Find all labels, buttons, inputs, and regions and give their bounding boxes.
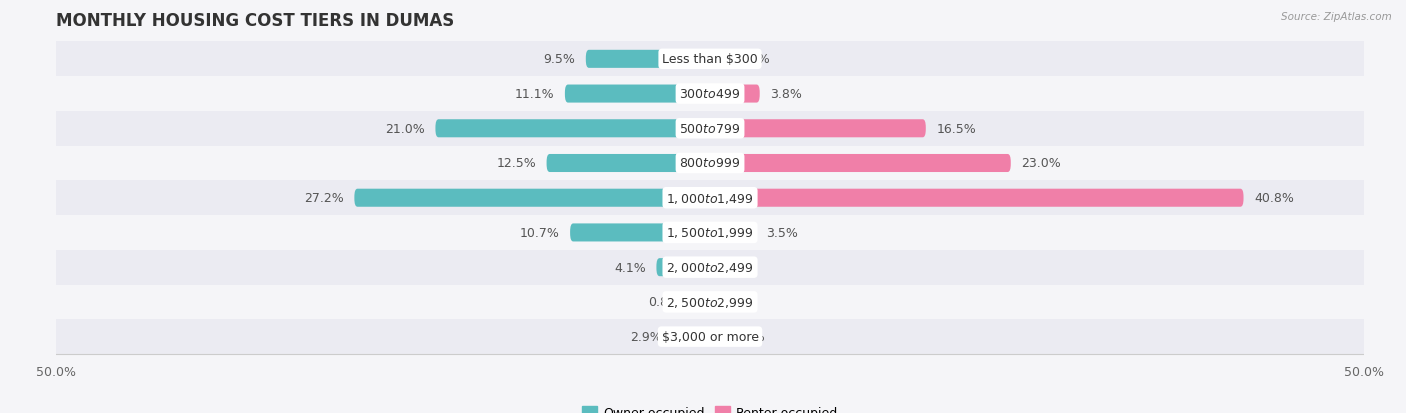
Text: MONTHLY HOUSING COST TIERS IN DUMAS: MONTHLY HOUSING COST TIERS IN DUMAS bbox=[56, 12, 454, 30]
FancyBboxPatch shape bbox=[547, 154, 710, 173]
Bar bbox=[56, 285, 1364, 320]
FancyBboxPatch shape bbox=[710, 85, 759, 103]
Text: 3.5%: 3.5% bbox=[766, 226, 799, 240]
Text: 16.5%: 16.5% bbox=[936, 123, 976, 135]
Text: 21.0%: 21.0% bbox=[385, 123, 425, 135]
Bar bbox=[56, 250, 1364, 285]
Text: 23.0%: 23.0% bbox=[1021, 157, 1062, 170]
Text: Less than $300: Less than $300 bbox=[662, 53, 758, 66]
FancyBboxPatch shape bbox=[710, 51, 728, 69]
Bar bbox=[56, 181, 1364, 216]
FancyBboxPatch shape bbox=[710, 328, 714, 346]
Text: $1,500 to $1,999: $1,500 to $1,999 bbox=[666, 226, 754, 240]
Text: $2,500 to $2,999: $2,500 to $2,999 bbox=[666, 295, 754, 309]
Bar bbox=[56, 320, 1364, 354]
Text: $2,000 to $2,499: $2,000 to $2,499 bbox=[666, 261, 754, 275]
Text: 0.33%: 0.33% bbox=[725, 330, 765, 343]
FancyBboxPatch shape bbox=[710, 224, 756, 242]
Text: 4.1%: 4.1% bbox=[614, 261, 645, 274]
Text: $3,000 or more: $3,000 or more bbox=[662, 330, 758, 343]
FancyBboxPatch shape bbox=[586, 51, 710, 69]
Text: 0.0%: 0.0% bbox=[720, 296, 752, 309]
Text: 3.8%: 3.8% bbox=[770, 88, 801, 101]
Bar bbox=[56, 43, 1364, 77]
Text: $800 to $999: $800 to $999 bbox=[679, 157, 741, 170]
Text: $1,000 to $1,499: $1,000 to $1,499 bbox=[666, 191, 754, 205]
FancyBboxPatch shape bbox=[565, 85, 710, 103]
FancyBboxPatch shape bbox=[710, 189, 1243, 207]
Text: 10.7%: 10.7% bbox=[520, 226, 560, 240]
FancyBboxPatch shape bbox=[710, 120, 925, 138]
FancyBboxPatch shape bbox=[657, 259, 710, 277]
Text: $500 to $799: $500 to $799 bbox=[679, 123, 741, 135]
Text: 12.5%: 12.5% bbox=[496, 157, 536, 170]
Text: 0.0%: 0.0% bbox=[720, 261, 752, 274]
Text: $300 to $499: $300 to $499 bbox=[679, 88, 741, 101]
Bar bbox=[56, 112, 1364, 146]
Bar bbox=[56, 146, 1364, 181]
Text: 9.5%: 9.5% bbox=[544, 53, 575, 66]
Bar bbox=[56, 77, 1364, 112]
Text: 27.2%: 27.2% bbox=[304, 192, 344, 205]
Text: 2.9%: 2.9% bbox=[630, 330, 662, 343]
Text: 1.4%: 1.4% bbox=[738, 53, 770, 66]
FancyBboxPatch shape bbox=[699, 293, 710, 311]
FancyBboxPatch shape bbox=[354, 189, 710, 207]
Text: 0.87%: 0.87% bbox=[648, 296, 688, 309]
FancyBboxPatch shape bbox=[710, 154, 1011, 173]
Text: 11.1%: 11.1% bbox=[515, 88, 554, 101]
Text: 40.8%: 40.8% bbox=[1254, 192, 1294, 205]
Bar bbox=[56, 216, 1364, 250]
FancyBboxPatch shape bbox=[672, 328, 710, 346]
Legend: Owner-occupied, Renter-occupied: Owner-occupied, Renter-occupied bbox=[576, 401, 844, 413]
FancyBboxPatch shape bbox=[436, 120, 710, 138]
FancyBboxPatch shape bbox=[569, 224, 710, 242]
Text: Source: ZipAtlas.com: Source: ZipAtlas.com bbox=[1281, 12, 1392, 22]
